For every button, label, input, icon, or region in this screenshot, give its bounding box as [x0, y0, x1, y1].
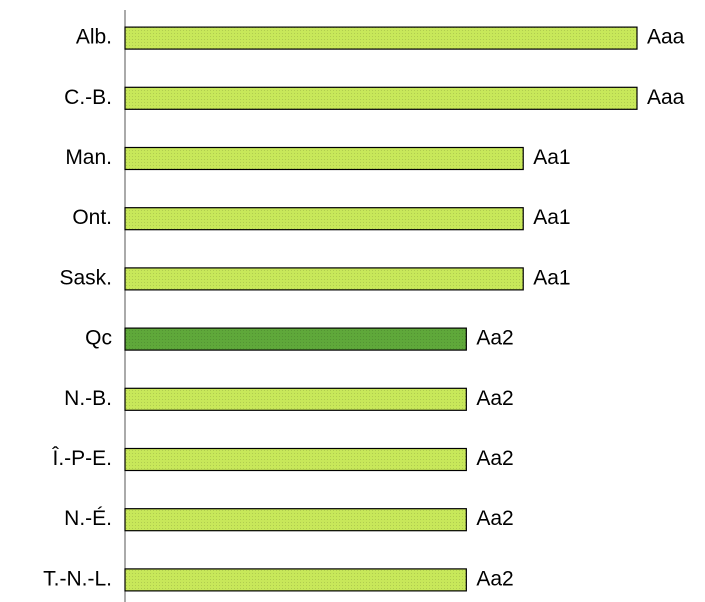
- bar-texture: [125, 267, 524, 290]
- category-label: Ont.: [72, 206, 112, 229]
- category-label: T.-N.-L.: [43, 567, 112, 590]
- bar-texture: [125, 328, 467, 351]
- bar-texture: [125, 147, 524, 170]
- category-label: Qc: [85, 327, 112, 350]
- value-label: Aa2: [476, 507, 513, 530]
- category-label: Alb.: [76, 26, 112, 49]
- bar-texture: [125, 448, 467, 471]
- value-label: Aaa: [647, 26, 685, 49]
- value-label: Aa2: [476, 567, 513, 590]
- value-label: Aa1: [533, 266, 570, 289]
- value-label: Aa2: [476, 387, 513, 410]
- bar-texture: [125, 207, 524, 230]
- bar-texture: [125, 388, 467, 411]
- category-label: Sask.: [59, 266, 112, 289]
- bar-texture: [125, 27, 637, 50]
- value-label: Aaa: [647, 86, 685, 109]
- category-label: N.-B.: [64, 387, 112, 410]
- category-label: N.-É.: [64, 507, 112, 530]
- category-label: Man.: [65, 146, 112, 169]
- bar-texture: [125, 508, 467, 531]
- bar-texture: [125, 87, 637, 110]
- value-label: Aa1: [533, 206, 570, 229]
- category-label: Î.-P-E.: [51, 447, 112, 470]
- category-label: C.-B.: [64, 86, 112, 109]
- value-label: Aa2: [476, 327, 513, 350]
- bar-texture: [125, 568, 467, 591]
- value-label: Aa1: [533, 146, 570, 169]
- value-label: Aa2: [476, 447, 513, 470]
